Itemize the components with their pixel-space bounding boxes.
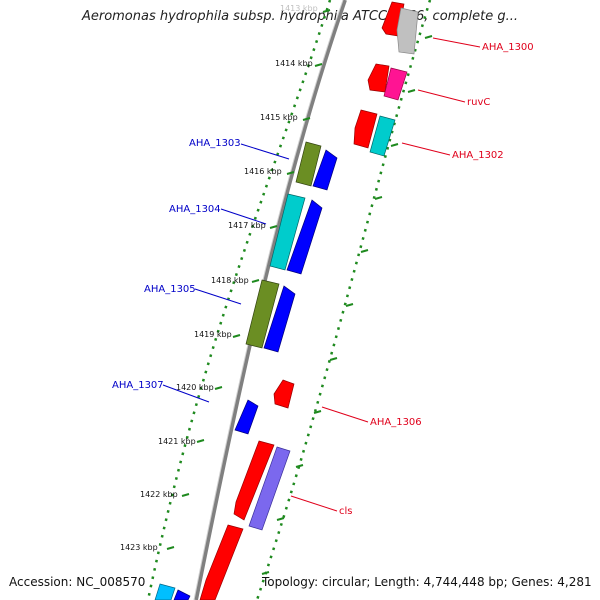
gene-label-ruvc: ruvC [467, 97, 490, 108]
gene-label-aha-1306: AHA_1306 [370, 417, 422, 428]
gene-aha-1304-feature[interactable] [269, 193, 323, 275]
gene-label-cls: cls [339, 506, 353, 517]
gene-label-aha-1305: AHA_1305 [144, 284, 196, 295]
gene-label-aha-1302: AHA_1302 [452, 150, 504, 161]
genome-backbone-highlight [193, 0, 344, 600]
gene-aha-1302-feature[interactable] [353, 109, 396, 157]
gene-aha-1303-feature[interactable] [295, 141, 338, 191]
tick-label: 1415 kbp [260, 113, 298, 122]
gene-labels: AHA_1300 ruvC AHA_1302 AHA_1306 cls AHA_… [112, 42, 534, 517]
tick-labels: 1413 kbp 1414 kbp 1415 kbp 1416 kbp 1417… [120, 4, 318, 552]
gene-cls-feature[interactable] [233, 440, 291, 531]
gene-aha-1306-feature[interactable] [273, 379, 295, 409]
tick-label: 1421 kbp [158, 437, 196, 446]
gene-unlabeled-feature[interactable] [199, 524, 244, 600]
gene-aha-1307-feature[interactable] [234, 399, 259, 435]
genome-backbone [194, 0, 347, 600]
tick-label: 1417 kbp [228, 221, 266, 230]
gene-label-aha-1300: AHA_1300 [482, 42, 534, 53]
gene-bottom-pair-feature[interactable] [154, 583, 191, 600]
gene-aha-1300-feature[interactable] [381, 1, 419, 55]
tick-label: 1414 kbp [275, 59, 313, 68]
accession-label: Accession: NC_008570 [9, 575, 146, 589]
leader-lines [162, 37, 481, 512]
genes-forward[interactable] [199, 1, 419, 600]
inner-tick-ring [146, 0, 332, 600]
tick-label: 1423 kbp [120, 543, 158, 552]
gene-label-aha-1303: AHA_1303 [189, 138, 241, 149]
genome-summary-label: Topology: circular; Length: 4,744,448 bp… [262, 575, 592, 589]
gene-label-aha-1307: AHA_1307 [112, 380, 164, 391]
tick-marks [166, 9, 433, 575]
tick-label: 1422 kbp [140, 490, 178, 499]
gene-aha-1305-feature[interactable] [245, 279, 296, 353]
genes-reverse[interactable] [154, 141, 338, 600]
gene-ruvc-feature[interactable] [367, 63, 408, 101]
tick-label: 1413 kbp [280, 4, 318, 13]
tick-label: 1419 kbp [194, 330, 232, 339]
tick-label: 1416 kbp [244, 167, 282, 176]
tick-label: 1420 kbp [176, 383, 214, 392]
gene-label-aha-1304: AHA_1304 [169, 204, 221, 215]
tick-label: 1418 kbp [211, 276, 249, 285]
outer-tick-ring [255, 0, 432, 600]
